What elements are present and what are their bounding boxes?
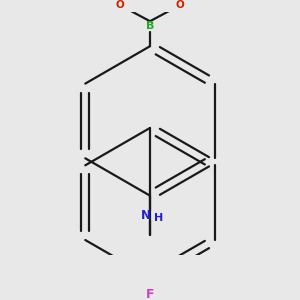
Text: H: H [154,213,164,223]
Text: O: O [115,0,124,11]
Text: B: B [146,21,154,32]
Text: F: F [146,288,154,300]
Text: N: N [141,209,151,222]
Text: O: O [176,0,185,11]
